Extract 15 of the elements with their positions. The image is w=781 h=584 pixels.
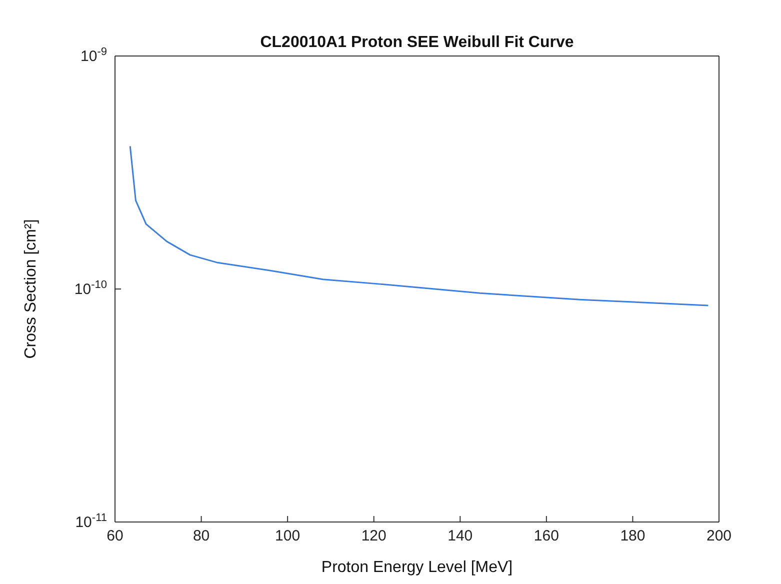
chart-title: CL20010A1 Proton SEE Weibull Fit Curve: [259, 34, 575, 52]
x-tick-label: 60: [106, 528, 124, 545]
x-tick-label: 100: [275, 528, 300, 545]
y-tick-label: 10$^{-10}$: [74, 279, 107, 298]
y-axis-title: Cross Section [cm²]: [22, 219, 40, 359]
x-tick-label: 80: [192, 528, 210, 545]
x-tick-label: 120: [361, 528, 386, 545]
y-tick-label: 10$^{-11}$: [75, 512, 107, 531]
x-tick-label: 140: [448, 528, 473, 545]
x-tick-label: 200: [706, 528, 732, 545]
y-tick-label: 10$^{-9}$: [80, 46, 107, 65]
x-axis-title: Proton Energy Level [MeV]: [321, 559, 513, 576]
line-series: [129, 145, 709, 306]
x-tick-label: 180: [620, 528, 646, 545]
x-tick-label: 160: [534, 528, 559, 545]
